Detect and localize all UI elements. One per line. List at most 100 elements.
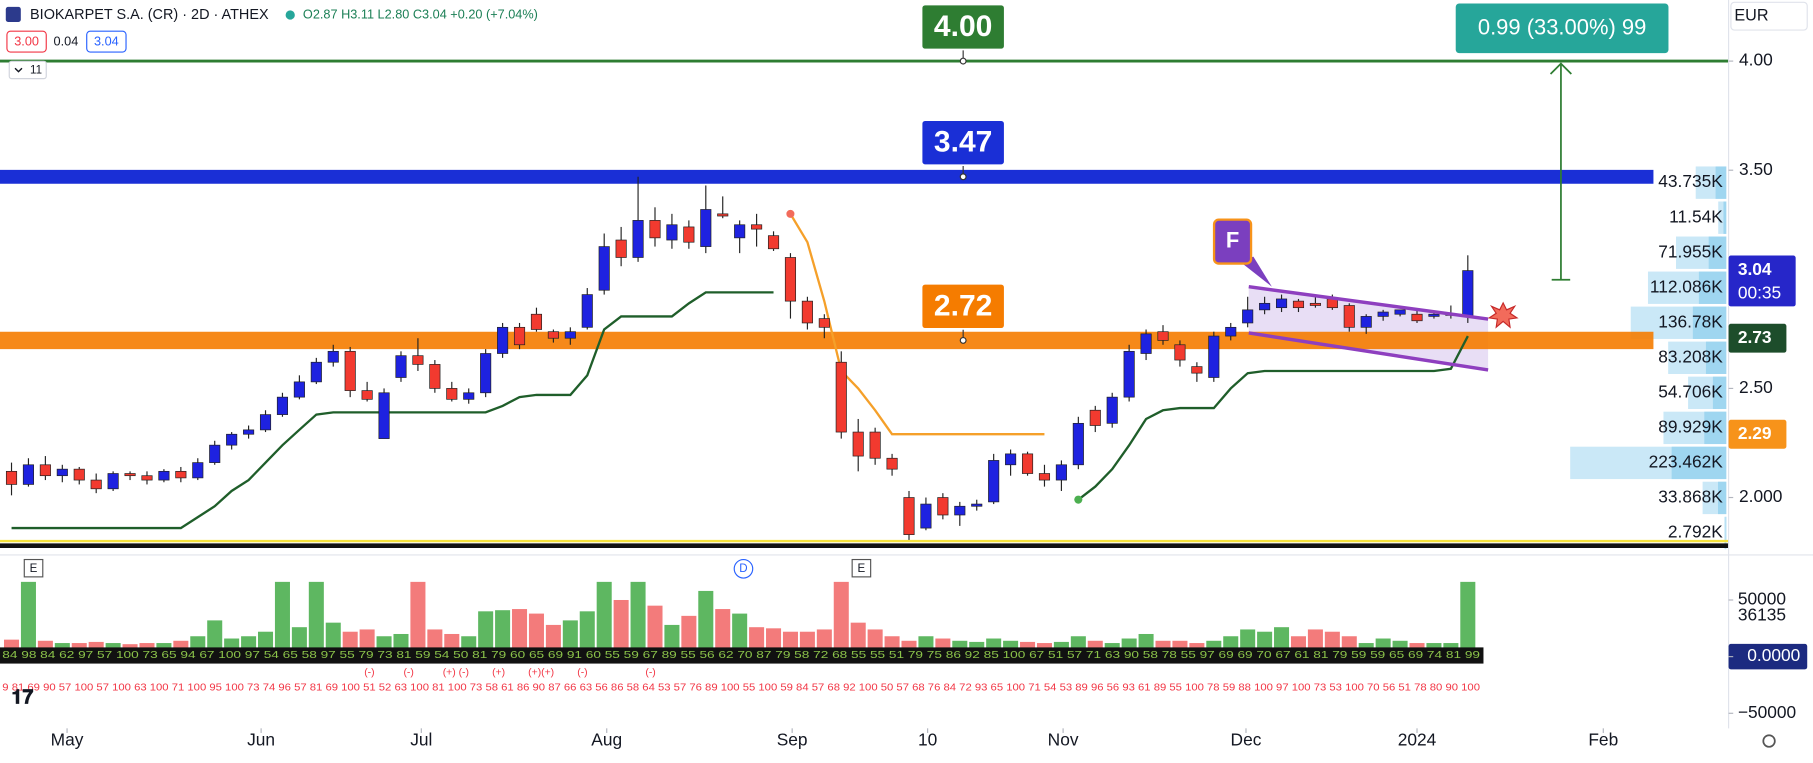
candle-body [22,464,34,485]
candle-body [463,392,475,400]
candle-body [1242,309,1254,324]
candle-body [395,355,407,378]
x-tick-label: Aug [591,730,622,750]
candle-body [90,479,102,490]
volume-bar [308,581,324,657]
candle-body [615,239,627,258]
candle-body [1174,344,1186,361]
price-countdown: 00:35 [1738,282,1781,302]
market-status [285,10,295,20]
candle-body [734,224,746,239]
candle-body [361,390,373,400]
indicator-count: 11 [30,65,42,77]
candle-body [446,388,458,400]
candle-body [869,431,881,459]
level-label: 4.00 [934,10,992,43]
event-box[interactable] [851,558,872,578]
level-anchor [959,57,967,65]
measure-label: 0.99 (33.00%) 99 [1478,15,1646,40]
candle-body [1275,298,1288,309]
plot [5,176,1474,542]
candle-body [226,433,238,446]
y-tick-label: 4.00 [1739,50,1773,70]
price-label: 3.04 [1738,259,1772,279]
candle-body [513,326,526,346]
volume-bar [833,581,849,657]
level-label: 3.47 [934,126,992,159]
candle-body [344,350,356,391]
candle-body [73,468,85,481]
profile-bar-inner [1718,481,1727,515]
profile-label: 112.086K [1650,276,1723,296]
symbol-title[interactable]: BIOKARPET S.A. (CR) · 2D · ATHEX [30,7,269,23]
flag-fill [1248,286,1489,370]
profile-bar-inner [1692,306,1727,339]
ask-box[interactable] [86,30,127,53]
candle-body [1072,422,1084,466]
tv-logo: 𝟏𝟕 [12,686,34,708]
candle-body [243,429,255,435]
level-box [920,282,1006,330]
line-start [786,209,795,218]
event-box[interactable] [23,558,44,578]
currency-box[interactable] [1730,1,1808,31]
candle-body [1005,453,1017,466]
volume-tick-label: −50000 [1738,702,1796,722]
volume-bar [596,581,612,657]
candle-body [937,497,949,516]
candle-body [124,473,136,477]
candle-body [784,257,797,302]
chevron [14,67,23,73]
candle-body [801,300,813,324]
volume-bar [1460,581,1476,657]
price-label-box [1728,419,1787,449]
settings-icon[interactable] [1762,734,1776,748]
candle-body [276,396,289,415]
candle-body [564,331,576,339]
candle-body [598,246,610,291]
x-tick-label: 10 [918,730,937,750]
level-box [920,119,1006,167]
level-box [920,3,1006,51]
candle-body [1411,313,1423,322]
volume-bar [579,611,595,657]
symbol-logo [5,6,21,22]
profile-bar [1718,201,1727,234]
x-tick-label: May [51,730,84,750]
y-tick-label: 2.50 [1739,377,1773,397]
ohlc-values: O2.87 H3.11 L2.80 C3.04 +0.20 (+7.04%) [303,6,538,21]
candle-body [1462,270,1474,317]
profile-label: 2.792K [1668,522,1723,542]
price-label-box [1728,255,1796,307]
level-anchor [959,173,967,181]
candle-body [632,220,644,258]
candle-body [835,361,847,433]
level-anchor [959,336,967,344]
volume-bar [732,613,748,657]
indicator-line [11,291,774,530]
profile-label: 89.929K [1658,416,1723,436]
bid-box[interactable] [6,30,47,53]
volume-last: 36135 [1738,604,1786,624]
profile-bar-inner [1725,516,1727,550]
candle-body [903,497,915,535]
x-tick-label: Feb [1588,730,1618,750]
profile-label: 136.78K [1658,311,1723,331]
indicator-toggle[interactable] [8,60,47,80]
candle-body [158,470,170,481]
candle-body [751,224,763,230]
candle-body [1123,350,1135,398]
profile-label: 43.735K [1658,171,1723,191]
event-circle[interactable] [733,558,754,579]
profile-bar-inner [1704,411,1727,445]
level-label: 2.72 [934,289,992,322]
x-tick-label: Dec [1231,730,1262,750]
volume-bar [698,590,714,657]
volume-bar [410,581,426,657]
candle-body [192,462,204,479]
price-label: 2.73 [1738,327,1772,347]
measure-box [1455,3,1669,54]
candle-body [209,444,221,463]
profile-label: 11.54K [1669,206,1723,226]
indicator-signs: (-) (-) (+) (-) (+) (+)(+) (-) (-) [364,668,656,679]
